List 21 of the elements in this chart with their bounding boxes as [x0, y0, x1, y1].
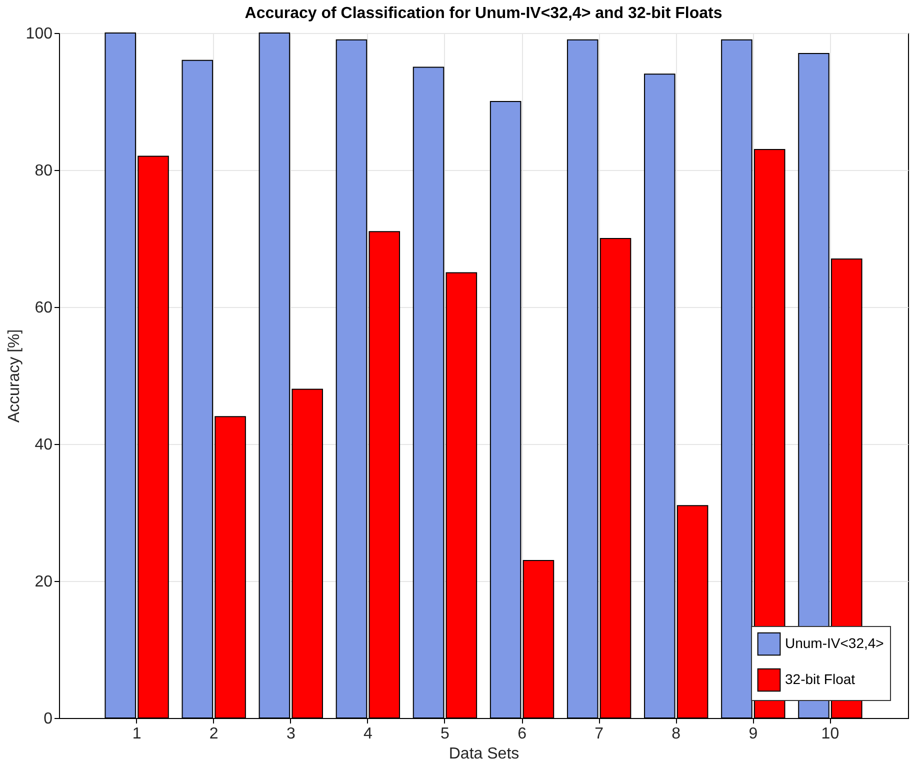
x-tick-label: 8	[672, 726, 681, 742]
legend-label: 32-bit Float	[785, 671, 856, 687]
x-tick-label: 2	[209, 726, 218, 742]
x-tick-label: 6	[518, 726, 527, 742]
legend-label: Unum-IV<32,4>	[785, 635, 884, 651]
x-axis-title: Data Sets	[448, 746, 520, 762]
y-tick-label: 60	[34, 300, 53, 316]
x-tick-label: 7	[594, 726, 604, 742]
x-tick-label: 3	[286, 726, 296, 742]
x-tick-label: 4	[363, 726, 372, 742]
chart-title: Accuracy of Classification for Unum-IV<32,4> and 32-bit Floats	[244, 5, 722, 22]
y-tick-label: 100	[26, 26, 53, 42]
x-tick-label: 5	[440, 726, 450, 742]
y-axis-title: Accuracy [%]	[6, 329, 23, 423]
y-tick-label: 20	[34, 574, 53, 590]
y-tick-label: 80	[34, 162, 53, 180]
y-tick-label: 40	[34, 436, 53, 454]
y-tick-label: 0	[44, 710, 53, 728]
x-tick-label: 10	[821, 726, 840, 742]
x-tick-label: 1	[132, 726, 142, 742]
x-tick-label: 9	[748, 726, 758, 742]
